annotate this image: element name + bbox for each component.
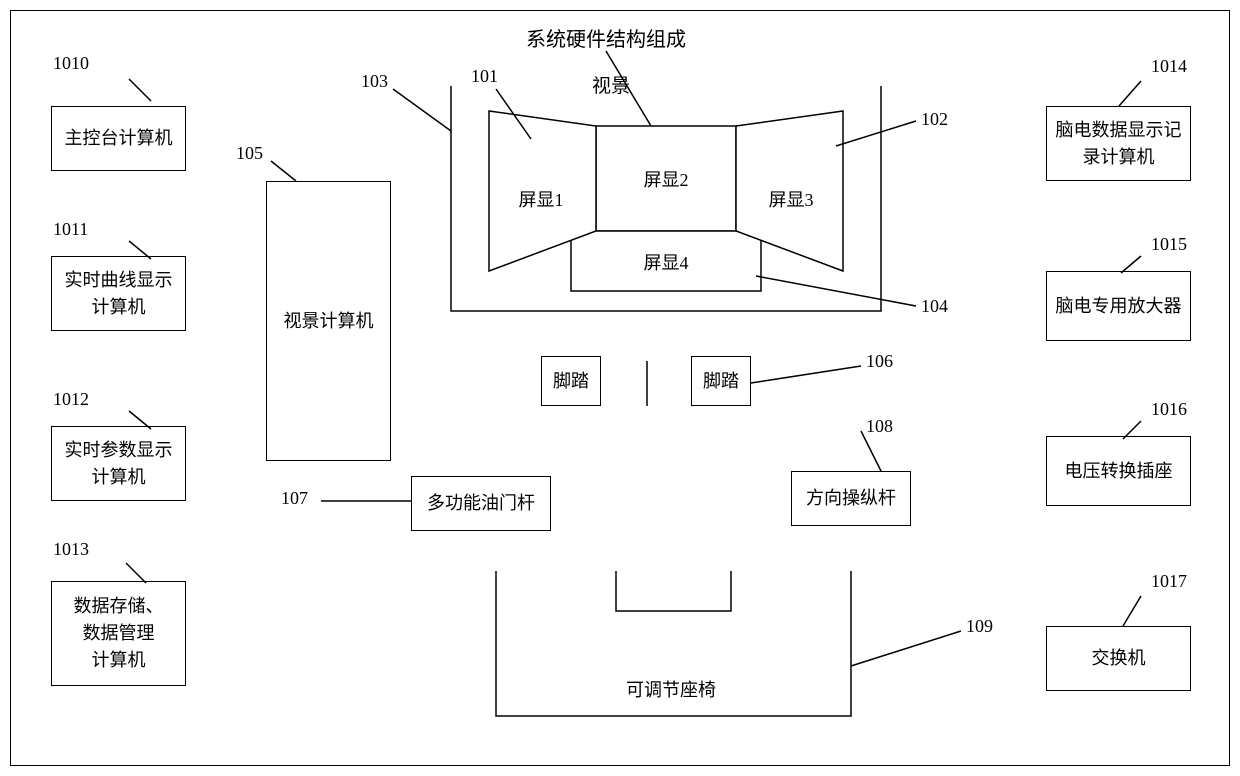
- box-1017: 交换机: [1046, 626, 1191, 691]
- num-109: 109: [966, 616, 993, 637]
- num-102: 102: [921, 109, 948, 130]
- num-106: 106: [866, 351, 893, 372]
- box-1012: 实时参数显示 计算机: [51, 426, 186, 501]
- pedal-left: 脚踏: [541, 356, 601, 406]
- box-1010: 主控台计算机: [51, 106, 186, 171]
- box-108: 方向操纵杆: [791, 471, 911, 526]
- label-1010: 主控台计算机: [65, 125, 173, 152]
- pedal-left-label: 脚踏: [553, 368, 589, 395]
- num-1012: 1012: [53, 389, 89, 410]
- num-1015: 1015: [1151, 234, 1187, 255]
- diagram-frame: 系统硬件结构组成 视景 主控台计算机 实时曲线显示 计算机 实时参数显示 计算机…: [10, 10, 1230, 766]
- label-1012: 实时参数显示 计算机: [65, 437, 173, 491]
- box-1011: 实时曲线显示 计算机: [51, 256, 186, 331]
- num-101: 101: [471, 66, 498, 87]
- seat-text: 可调节座椅: [626, 680, 716, 700]
- num-1010: 1010: [53, 53, 89, 74]
- label-1014: 脑电数据显示记 录计算机: [1056, 117, 1182, 171]
- label-1017: 交换机: [1092, 645, 1146, 672]
- num-105: 105: [236, 143, 263, 164]
- num-1017: 1017: [1151, 571, 1187, 592]
- box-1013: 数据存储、 数据管理 计算机: [51, 581, 186, 686]
- screen4-text: 屏显4: [644, 253, 689, 273]
- label-107: 多功能油门杆: [427, 490, 535, 517]
- box-105: 视景计算机: [266, 181, 391, 461]
- main-title: 系统硬件结构组成: [481, 23, 731, 52]
- pedal-right-label: 脚踏: [703, 368, 739, 395]
- num-103: 103: [361, 71, 388, 92]
- num-1011: 1011: [53, 219, 88, 240]
- label-1015: 脑电专用放大器: [1056, 293, 1182, 320]
- num-1016: 1016: [1151, 399, 1187, 420]
- subtitle: 视景: [581, 71, 641, 98]
- box-107: 多功能油门杆: [411, 476, 551, 531]
- num-107: 107: [281, 488, 308, 509]
- num-104: 104: [921, 296, 948, 317]
- box-1014: 脑电数据显示记 录计算机: [1046, 106, 1191, 181]
- screen3-text: 屏显3: [769, 190, 814, 210]
- label-108: 方向操纵杆: [806, 485, 896, 512]
- label-1011: 实时曲线显示 计算机: [65, 267, 173, 321]
- num-108: 108: [866, 416, 893, 437]
- box-1015: 脑电专用放大器: [1046, 271, 1191, 341]
- screen1-text: 屏显1: [519, 190, 564, 210]
- num-1013: 1013: [53, 539, 89, 560]
- label-105: 视景计算机: [284, 308, 374, 335]
- screen2-text: 屏显2: [644, 170, 689, 190]
- pedal-right: 脚踏: [691, 356, 751, 406]
- label-1016: 电压转换插座: [1065, 458, 1173, 485]
- label-1013: 数据存储、 数据管理 计算机: [74, 593, 164, 674]
- box-1016: 电压转换插座: [1046, 436, 1191, 506]
- num-1014: 1014: [1151, 56, 1187, 77]
